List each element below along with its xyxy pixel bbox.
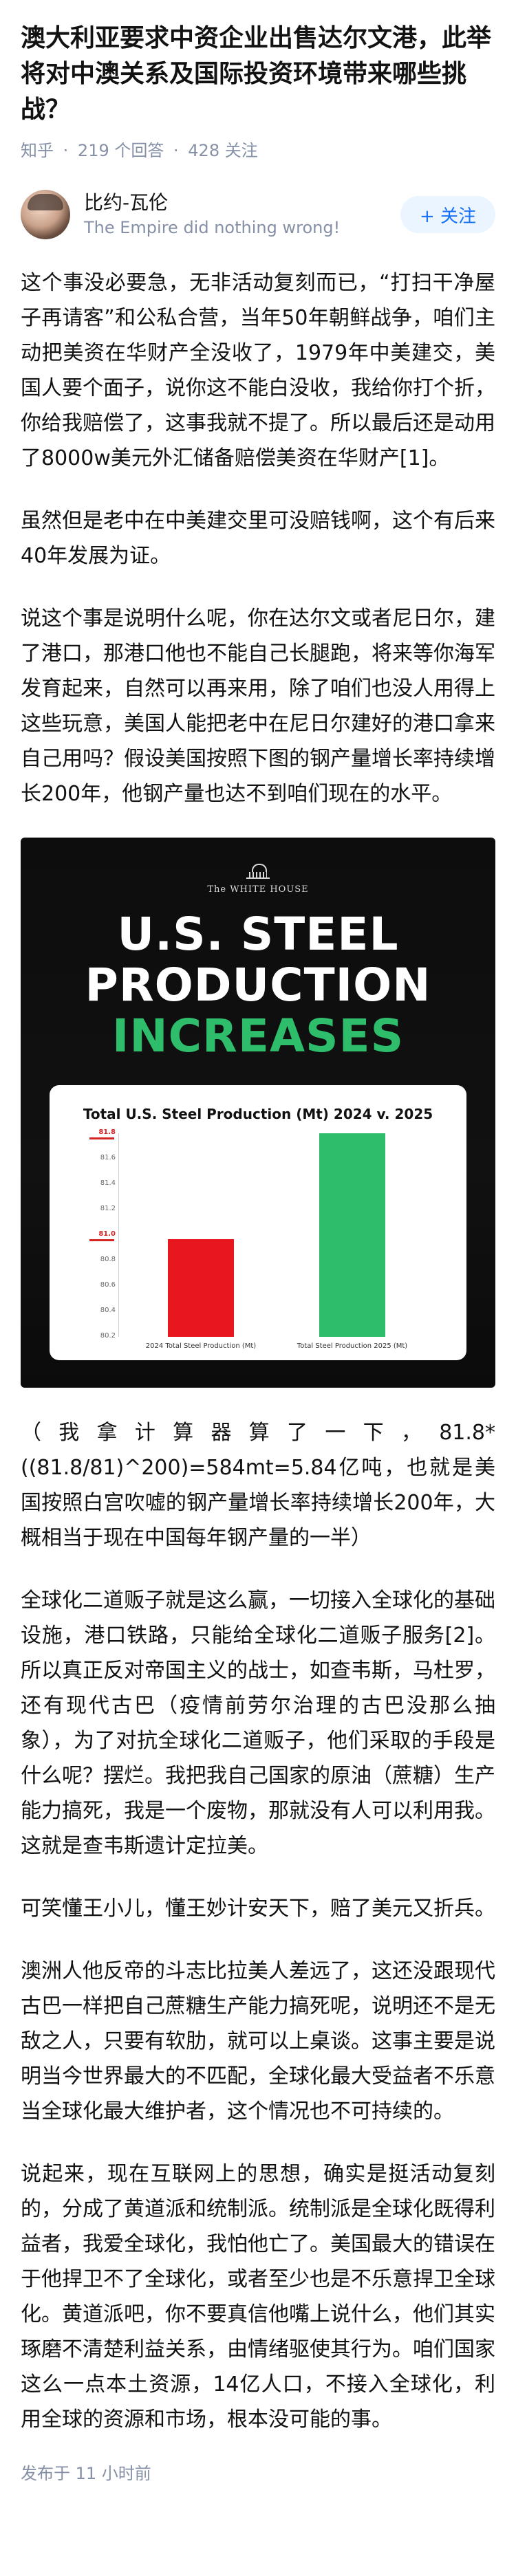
- meta-separator: ·: [63, 141, 69, 160]
- source-label: 知乎: [21, 141, 54, 160]
- chart-bar: [319, 1133, 385, 1337]
- answer-paragraph: 说这个事是说明什么呢，你在达尔文或者尼日尔，建了港口，那港口他也不能自己长腿跑，…: [21, 607, 495, 806]
- chart-tick-label: 81.8: [98, 1128, 116, 1136]
- author-info: 比约-瓦伦 The Empire did nothing wrong!: [84, 190, 400, 239]
- white-house-logo: The WHITE HOUSE: [21, 862, 495, 895]
- chart-tick-label: 81.2: [100, 1205, 116, 1212]
- chart-title: Total U.S. Steel Production (Mt) 2024 v.…: [83, 1106, 433, 1122]
- chart-tick-label: 80.6: [100, 1281, 116, 1289]
- publish-time: 发布于 11 小时前: [21, 2464, 151, 2483]
- follow-button[interactable]: + 关注: [400, 196, 495, 233]
- white-house-logo-text: The WHITE HOUSE: [207, 884, 309, 895]
- answer-paragraph: 这个事没必要急，无非活动复刻而已，“打扫干净屋子再请客”和公私合营，当年50年朝…: [21, 271, 495, 470]
- image-headline-3: INCREASES: [111, 1009, 405, 1062]
- chart-tick-label: 81.6: [100, 1154, 116, 1161]
- author-row: 比约-瓦伦 The Empire did nothing wrong! + 关注: [21, 187, 495, 242]
- white-house-building-icon: [246, 862, 270, 879]
- chart-category-label: Total Steel Production 2025 (Mt): [297, 1342, 408, 1350]
- chart-highlight-mark: [89, 1239, 114, 1241]
- meta-separator: ·: [173, 141, 179, 160]
- author-bio: The Empire did nothing wrong!: [84, 218, 341, 237]
- answer-paragraph: 说起来，现在互联网上的思想，确实是挺活动复刻的，分成了黄道派和统制派。统制派是全…: [21, 2162, 495, 2432]
- chart-tick-label: 81.4: [100, 1179, 116, 1187]
- chart-y-axis: [118, 1133, 119, 1337]
- chart-tick-label: 80.2: [100, 1332, 116, 1340]
- chart-category-label: 2024 Total Steel Production (Mt): [145, 1342, 257, 1350]
- image-headline-2: PRODUCTION: [85, 959, 431, 1012]
- answer-paragraph: 虽然但是老中在中美建交里可没赔钱啊，这个有后来40年发展为证。: [21, 509, 495, 568]
- chart-tick-label: 80.8: [100, 1256, 116, 1263]
- chart-tick-label: 80.4: [100, 1307, 116, 1314]
- white-house-image[interactable]: The WHITE HOUSE U.S. STEEL PRODUCTION IN…: [21, 838, 495, 1388]
- chart-tick-label: 81.0: [98, 1230, 116, 1238]
- follow-count: 428 关注: [188, 141, 258, 160]
- answer-paragraph: 澳洲人他反帝的斗志比拉美人差远了，这还没跟现代古巴一样把自己蔗糖生产能力搞死呢，…: [21, 1959, 495, 2124]
- answer-paragraph: 可笑懂王小儿，懂王妙计安天下，赔了美元又折兵。: [21, 1897, 495, 1921]
- answer-count[interactable]: 219 个回答: [77, 141, 164, 160]
- steel-chart: Total U.S. Steel Production (Mt) 2024 v.…: [50, 1085, 466, 1360]
- avatar[interactable]: [21, 190, 70, 239]
- chart-highlight-mark: [89, 1137, 114, 1139]
- question-meta: 知乎 · 219 个回答 · 428 关注: [21, 139, 495, 162]
- image-headline-1: U.S. STEEL: [117, 908, 399, 961]
- answer-paragraph: 全球化二道贩子就是这么赢，一切接入全球化的基础设施，港口铁路，只能给全球化二道贩…: [21, 1589, 495, 1858]
- author-name[interactable]: 比约-瓦伦: [84, 191, 169, 214]
- chart-bar: [168, 1238, 234, 1337]
- answer-paragraph: （我拿计算器算了一下，81.8*((81.8/81)^200)=584mt=5.…: [21, 1421, 495, 1550]
- question-title[interactable]: 澳大利亚要求中资企业出售达尔文港，此举将对中澳关系及国际投资环境带来哪些挑战？: [21, 24, 492, 124]
